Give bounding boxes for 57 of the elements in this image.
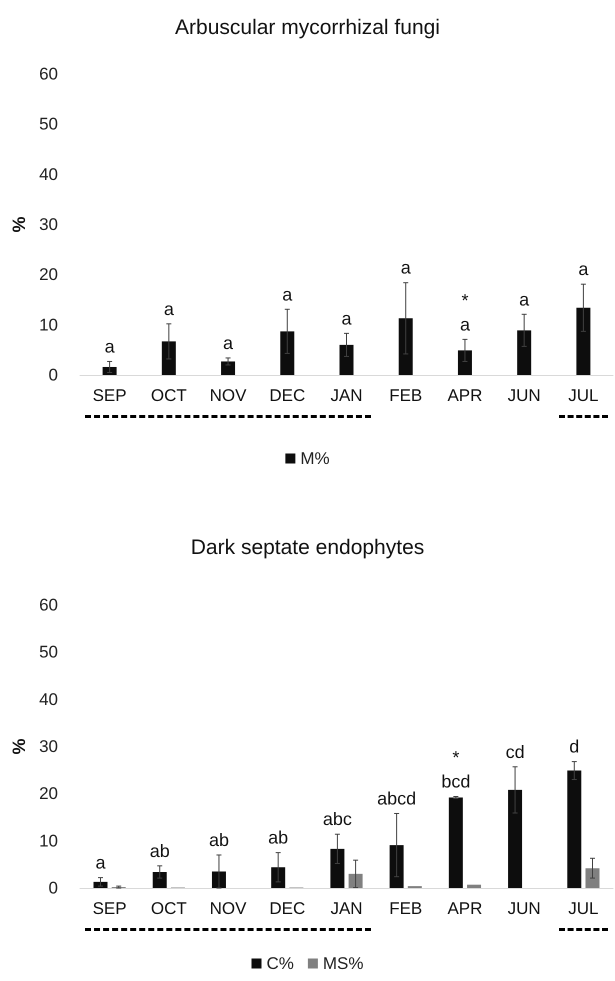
legend-label: MS%	[322, 954, 364, 973]
y-tick-label: 40	[39, 164, 58, 184]
legend-label: C%	[266, 954, 294, 973]
y-tick-label: 10	[39, 831, 58, 850]
data-label: * a	[460, 290, 471, 334]
y-tick-label: 40	[39, 690, 58, 709]
x-tick-label: NOV	[210, 386, 248, 405]
x-tick-label: DEC	[269, 899, 306, 918]
data-label: * bcd	[441, 747, 470, 792]
y-tick-label: 0	[48, 366, 58, 384]
y-axis-title: %	[9, 738, 30, 755]
x-tick-label: APR	[447, 899, 482, 918]
data-label: a	[282, 284, 294, 304]
data-label: a	[104, 336, 116, 356]
x-tick-label: FEB	[389, 386, 422, 405]
data-label: a	[341, 308, 352, 328]
data-label: ab	[150, 840, 170, 861]
data-label: ab	[208, 830, 229, 850]
x-tick-label: FEB	[389, 899, 422, 918]
y-tick-label: 20	[39, 784, 58, 804]
data-label: d	[569, 736, 580, 757]
x-tick-label: OCT	[150, 899, 187, 918]
y-tick-label: 0	[48, 878, 58, 898]
y-tick-label: 50	[39, 114, 58, 134]
x-tick-label: JUN	[508, 899, 541, 918]
chart-title: Arbuscular mycorrhizal fungi	[175, 16, 440, 39]
y-axis-title: %	[9, 216, 30, 233]
data-label: a	[164, 298, 175, 319]
y-tick-label: 30	[39, 215, 58, 234]
x-tick-label: SEP	[92, 899, 127, 918]
data-label: cd	[506, 742, 525, 762]
x-tick-label: JUN	[508, 386, 541, 405]
x-tick-label: JAN	[330, 899, 363, 918]
x-tick-label: SEP	[92, 386, 127, 405]
data-label: a	[96, 852, 107, 873]
data-label: a	[578, 259, 590, 280]
data-label: a	[223, 332, 234, 353]
x-tick-label: OCT	[150, 386, 187, 405]
y-tick-label: 10	[39, 315, 58, 334]
y-tick-label: 20	[39, 265, 58, 284]
x-tick-label: APR	[447, 386, 482, 405]
y-tick-label: 60	[39, 596, 58, 614]
data-label: abc	[322, 809, 352, 830]
data-label: a	[400, 258, 412, 278]
x-tick-label: DEC	[269, 386, 306, 405]
data-label: ab	[268, 828, 288, 848]
data-label: a	[519, 289, 530, 310]
chart-title: Dark septate endophytes	[190, 536, 424, 559]
x-tick-label: JUL	[568, 386, 599, 405]
y-tick-label: 30	[39, 737, 58, 756]
x-tick-label: JUL	[568, 899, 599, 918]
x-tick-label: JAN	[330, 386, 363, 405]
y-tick-label: 50	[39, 642, 58, 662]
y-tick-label: 60	[39, 64, 58, 84]
legend-label: M%	[300, 449, 330, 468]
data-label: abcd	[377, 788, 416, 808]
x-tick-label: NOV	[210, 899, 248, 918]
